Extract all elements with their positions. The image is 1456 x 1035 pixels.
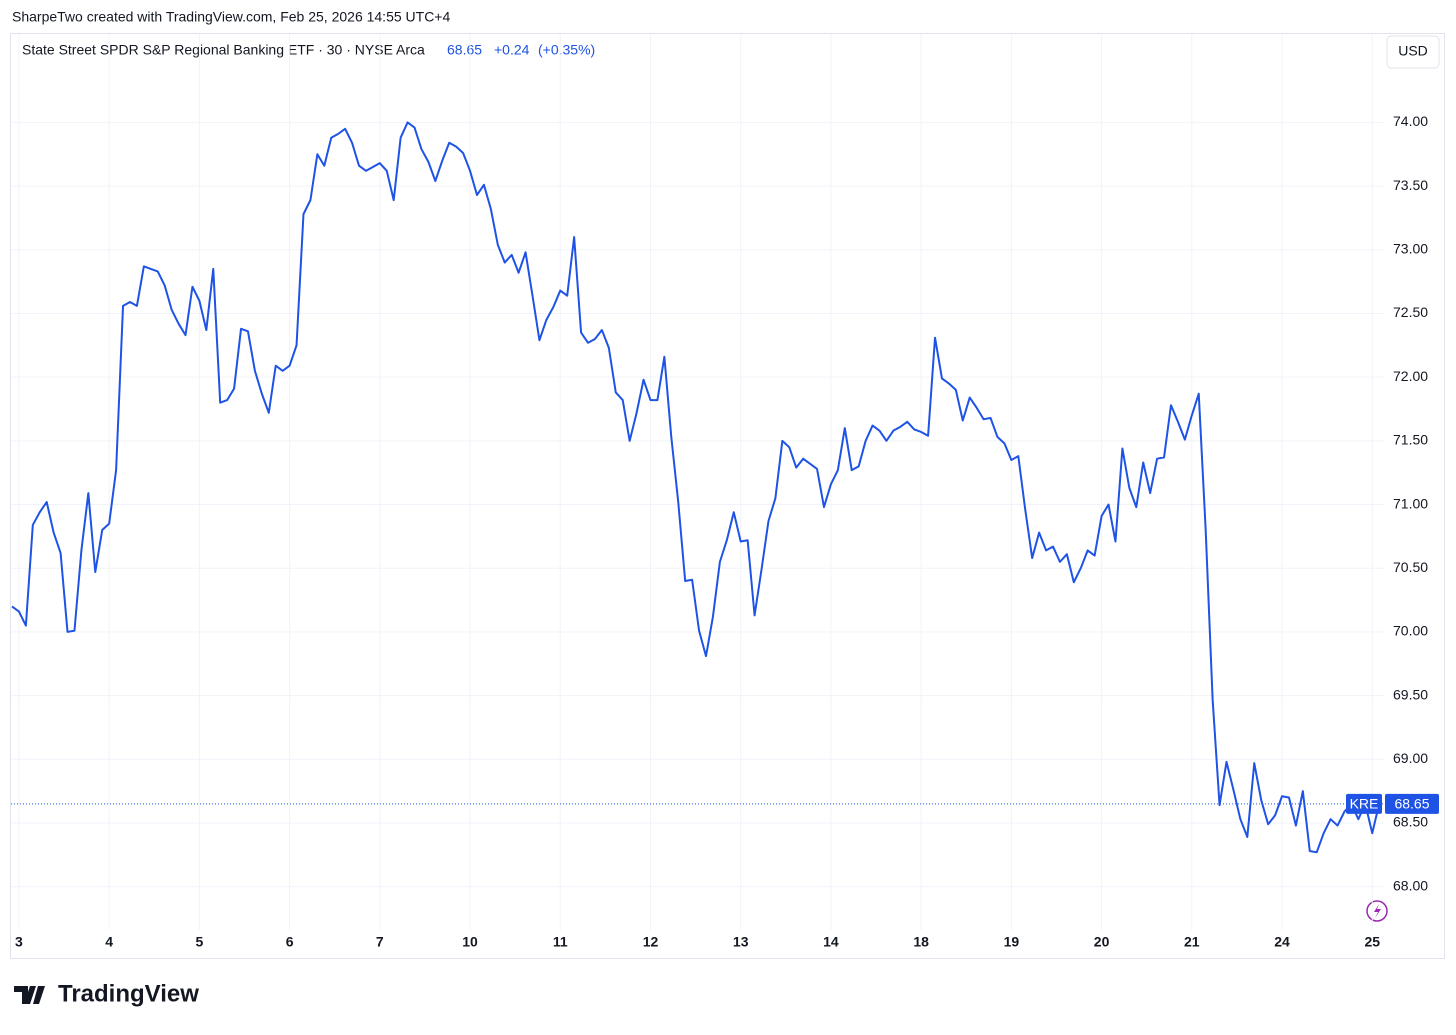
y-tick-label: 73.50 <box>1393 177 1428 193</box>
x-tick-label: 12 <box>643 934 659 950</box>
x-tick-label: 3 <box>15 934 23 950</box>
x-tick-label: 5 <box>195 934 203 950</box>
x-tick-label: 13 <box>733 934 749 950</box>
x-tick-label: 24 <box>1274 934 1290 950</box>
change: +0.24 <box>494 42 530 58</box>
x-tick-label: 21 <box>1184 934 1200 950</box>
y-tick-label: 70.50 <box>1393 559 1428 575</box>
price-tag-label: 68.65 <box>1394 796 1429 812</box>
y-tick-label: 68.00 <box>1393 877 1428 893</box>
price-line <box>11 121 1381 854</box>
y-tick-label: 74.00 <box>1393 113 1428 129</box>
x-tick-label: 25 <box>1364 934 1380 950</box>
y-tick-label: 71.50 <box>1393 432 1428 448</box>
chart-title: State Street SPDR S&P Regional Banking E… <box>22 42 425 58</box>
alert-icon[interactable] <box>1366 900 1388 922</box>
y-tick-label: 72.00 <box>1393 368 1428 384</box>
symbol-label: KRE <box>1350 796 1379 812</box>
last-price: 68.65 <box>447 42 482 58</box>
y-tick-label: 71.00 <box>1393 495 1428 511</box>
y-tick-label: 73.00 <box>1393 240 1428 256</box>
y-tick-label: 72.50 <box>1393 304 1428 320</box>
currency[interactable]: USD <box>1398 43 1428 59</box>
brand: TradingView <box>58 980 199 1007</box>
x-tick-label: 20 <box>1094 934 1110 950</box>
x-tick-label: 18 <box>913 934 929 950</box>
x-tick-label: 14 <box>823 934 839 950</box>
x-tick-label: 11 <box>553 934 568 950</box>
symbol-tag <box>1346 793 1382 814</box>
chart-frame <box>10 33 1445 959</box>
y-tick-label: 69.00 <box>1393 750 1428 766</box>
y-tick-label: 70.00 <box>1393 623 1428 639</box>
plot: 68.00 68.50 69.00 69.50 70.00 70.50 71.00 71.50… <box>11 34 1439 950</box>
x-tick-label: 6 <box>286 934 294 950</box>
x-tick-label: 4 <box>105 934 113 950</box>
x-tick-label: 19 <box>1004 934 1020 950</box>
credit: SharpeTwo created with TradingView.com, … <box>12 9 450 25</box>
currency-button[interactable] <box>1386 35 1440 69</box>
y-tick-label: 69.50 <box>1393 686 1428 702</box>
x-tick-label: 10 <box>462 934 478 950</box>
y-tick-label: 68.50 <box>1393 814 1428 830</box>
change-pct: (+0.35%) <box>538 42 595 58</box>
price-tag <box>1385 793 1439 814</box>
logo-mark <box>14 986 45 1004</box>
alert-bolt <box>1374 904 1381 918</box>
x-tick-label: 7 <box>376 934 384 950</box>
